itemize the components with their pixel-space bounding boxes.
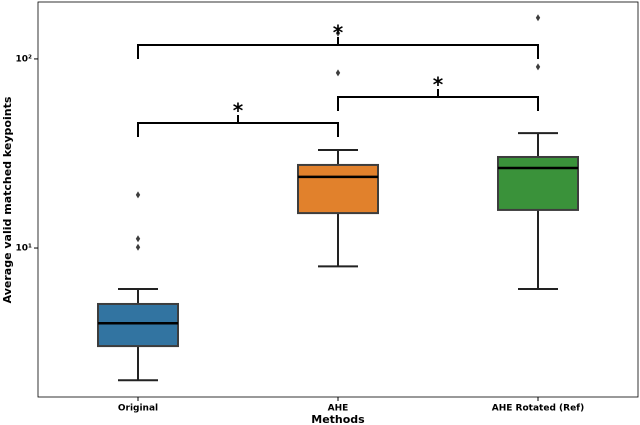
significance-bracket <box>337 89 539 111</box>
box <box>497 155 579 211</box>
y-tick-label: 10² <box>16 54 33 64</box>
outlier <box>335 29 341 37</box>
x-axis-label: Methods <box>311 413 365 425</box>
outlier <box>335 69 341 77</box>
significance-star: * <box>433 73 444 97</box>
outlier <box>135 243 141 251</box>
box <box>297 163 379 215</box>
x-tick-label: AHE <box>328 404 349 414</box>
x-tick-label: AHE Rotated (Ref) <box>492 404 584 414</box>
significance-star: * <box>333 21 344 45</box>
box <box>97 302 179 348</box>
outlier <box>135 191 141 199</box>
x-tick-label: Original <box>118 404 158 414</box>
outlier <box>535 63 541 71</box>
y-tick-label: 10¹ <box>16 244 33 254</box>
significance-star: * <box>233 99 244 123</box>
y-axis-label: Average valid matched keypoints <box>1 96 14 303</box>
outlier <box>535 14 541 22</box>
significance-bracket <box>137 37 539 59</box>
outlier <box>135 235 141 243</box>
significance-bracket <box>137 115 339 137</box>
